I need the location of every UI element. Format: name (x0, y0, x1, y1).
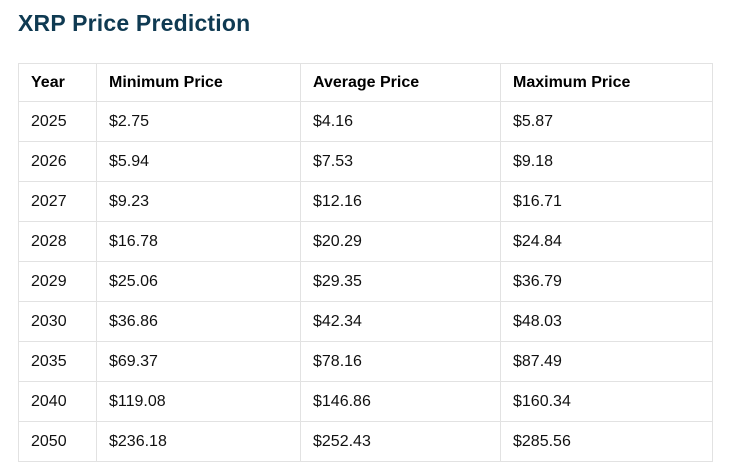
min-price-cell: $2.75 (96, 100, 301, 142)
avg-price-cell: $146.86 (300, 380, 501, 422)
avg-price-cell: $12.16 (300, 180, 501, 222)
year-cell: 2029 (18, 260, 97, 302)
min-price-cell: $25.06 (96, 260, 301, 302)
table-row: 2040 $119.08 $146.86 $160.34 (18, 380, 713, 422)
year-cell: 2025 (18, 100, 97, 142)
avg-price-cell: $29.35 (300, 260, 501, 302)
table-row: 2035 $69.37 $78.16 $87.49 (18, 340, 713, 382)
year-cell: 2030 (18, 300, 97, 342)
min-price-cell: $36.86 (96, 300, 301, 342)
year-cell: 2050 (18, 420, 97, 462)
min-price-cell: $236.18 (96, 420, 301, 462)
min-price-cell: $69.37 (96, 340, 301, 382)
year-cell: 2028 (18, 220, 97, 262)
year-cell: 2040 (18, 380, 97, 422)
max-price-cell: $87.49 (500, 340, 713, 382)
avg-price-cell: $4.16 (300, 100, 501, 142)
page-title: XRP Price Prediction (18, 10, 251, 36)
year-cell: 2027 (18, 180, 97, 222)
header-average-price: Average Price (300, 62, 501, 102)
max-price-cell: $160.34 (500, 380, 713, 422)
table-row: 2030 $36.86 $42.34 $48.03 (18, 300, 713, 342)
header-year: Year (18, 62, 97, 102)
table-row: 2027 $9.23 $12.16 $16.71 (18, 180, 713, 222)
table-row: 2026 $5.94 $7.53 $9.18 (18, 140, 713, 182)
year-cell: 2035 (18, 340, 97, 382)
min-price-cell: $9.23 (96, 180, 301, 222)
avg-price-cell: $20.29 (300, 220, 501, 262)
header-minimum-price: Minimum Price (96, 62, 301, 102)
max-price-cell: $16.71 (500, 180, 713, 222)
max-price-cell: $24.84 (500, 220, 713, 262)
avg-price-cell: $78.16 (300, 340, 501, 382)
avg-price-cell: $7.53 (300, 140, 501, 182)
max-price-cell: $9.18 (500, 140, 713, 182)
table-row: 2050 $236.18 $252.43 $285.56 (18, 420, 713, 462)
avg-price-cell: $42.34 (300, 300, 501, 342)
min-price-cell: $119.08 (96, 380, 301, 422)
table-row: 2029 $25.06 $29.35 $36.79 (18, 260, 713, 302)
table-header-row: Year Minimum Price Average Price Maximum… (18, 62, 713, 102)
max-price-cell: $5.87 (500, 100, 713, 142)
max-price-cell: $48.03 (500, 300, 713, 342)
table-row: 2028 $16.78 $20.29 $24.84 (18, 220, 713, 262)
price-prediction-table: Year Minimum Price Average Price Maximum… (18, 62, 713, 462)
min-price-cell: $16.78 (96, 220, 301, 262)
year-cell: 2026 (18, 140, 97, 182)
max-price-cell: $285.56 (500, 420, 713, 462)
min-price-cell: $5.94 (96, 140, 301, 182)
max-price-cell: $36.79 (500, 260, 713, 302)
avg-price-cell: $252.43 (300, 420, 501, 462)
table-row: 2025 $2.75 $4.16 $5.87 (18, 100, 713, 142)
header-maximum-price: Maximum Price (500, 62, 713, 102)
